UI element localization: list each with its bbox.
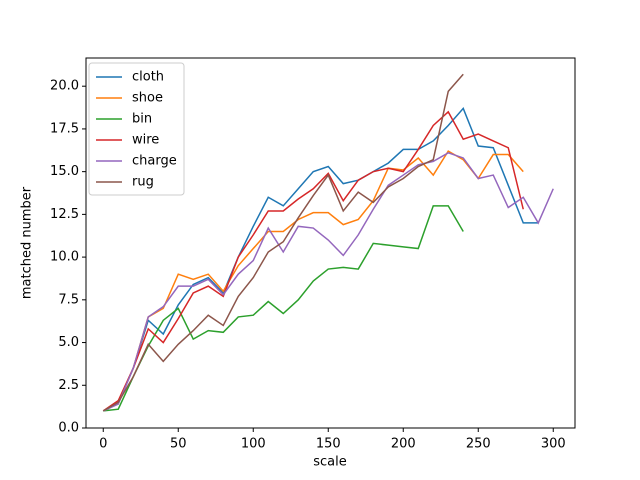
x-tick-label: 50: [170, 437, 187, 452]
y-tick-label: 20.0: [50, 79, 79, 94]
y-tick-label: 15.0: [50, 164, 79, 179]
x-tick-label: 250: [466, 437, 491, 452]
legend-label: cloth: [132, 70, 164, 85]
y-axis-label: matched number: [20, 186, 35, 299]
legend-label: wire: [132, 133, 159, 148]
y-tick-label: 5.0: [58, 335, 79, 350]
legend-label: bin: [132, 112, 152, 127]
x-tick-label: 0: [99, 437, 107, 452]
x-tick-label: 100: [241, 437, 266, 452]
x-axis-label: scale: [313, 455, 347, 470]
series-line: [102, 110, 524, 412]
legend-label: charge: [132, 154, 177, 169]
legend-label: shoe: [132, 91, 163, 106]
plot-frame: [85, 57, 576, 429]
y-tick-label: 10.0: [50, 250, 79, 265]
y-tick-label: 2.5: [58, 378, 79, 393]
y-tick-label: 7.5: [58, 292, 79, 307]
x-tick-label: 200: [391, 437, 416, 452]
y-tick-label: 17.5: [50, 121, 79, 136]
legend-label: rug: [132, 175, 154, 190]
series-line: [102, 152, 554, 412]
y-tick-label: 0.0: [58, 421, 79, 436]
series-line: [103, 205, 464, 412]
series-line: [102, 73, 464, 412]
x-tick-label: 150: [316, 437, 341, 452]
legend-box: [88, 62, 185, 196]
y-tick-label: 12.5: [50, 207, 79, 222]
x-tick-label: 300: [541, 437, 566, 452]
